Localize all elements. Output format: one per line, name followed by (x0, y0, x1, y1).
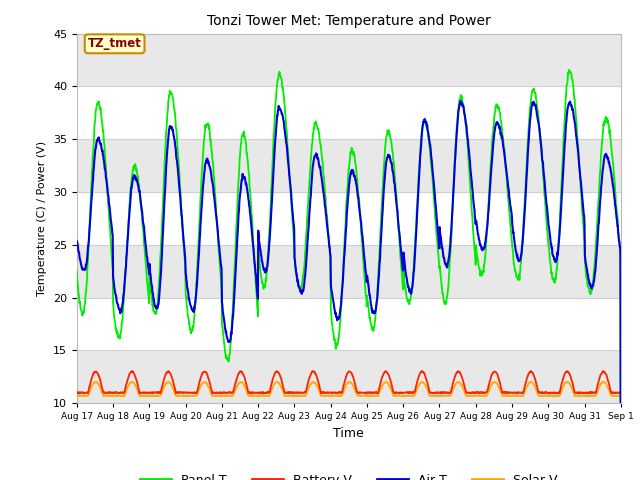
Legend: Panel T, Battery V, Air T, Solar V: Panel T, Battery V, Air T, Solar V (135, 468, 563, 480)
Title: Tonzi Tower Met: Temperature and Power: Tonzi Tower Met: Temperature and Power (207, 14, 491, 28)
Text: TZ_tmet: TZ_tmet (88, 37, 141, 50)
Bar (77, 139, 621, 192)
Bar (77, 245, 621, 298)
Bar (77, 350, 621, 403)
Y-axis label: Temperature (C) / Power (V): Temperature (C) / Power (V) (37, 141, 47, 296)
X-axis label: Time: Time (333, 427, 364, 440)
Bar (77, 34, 621, 86)
